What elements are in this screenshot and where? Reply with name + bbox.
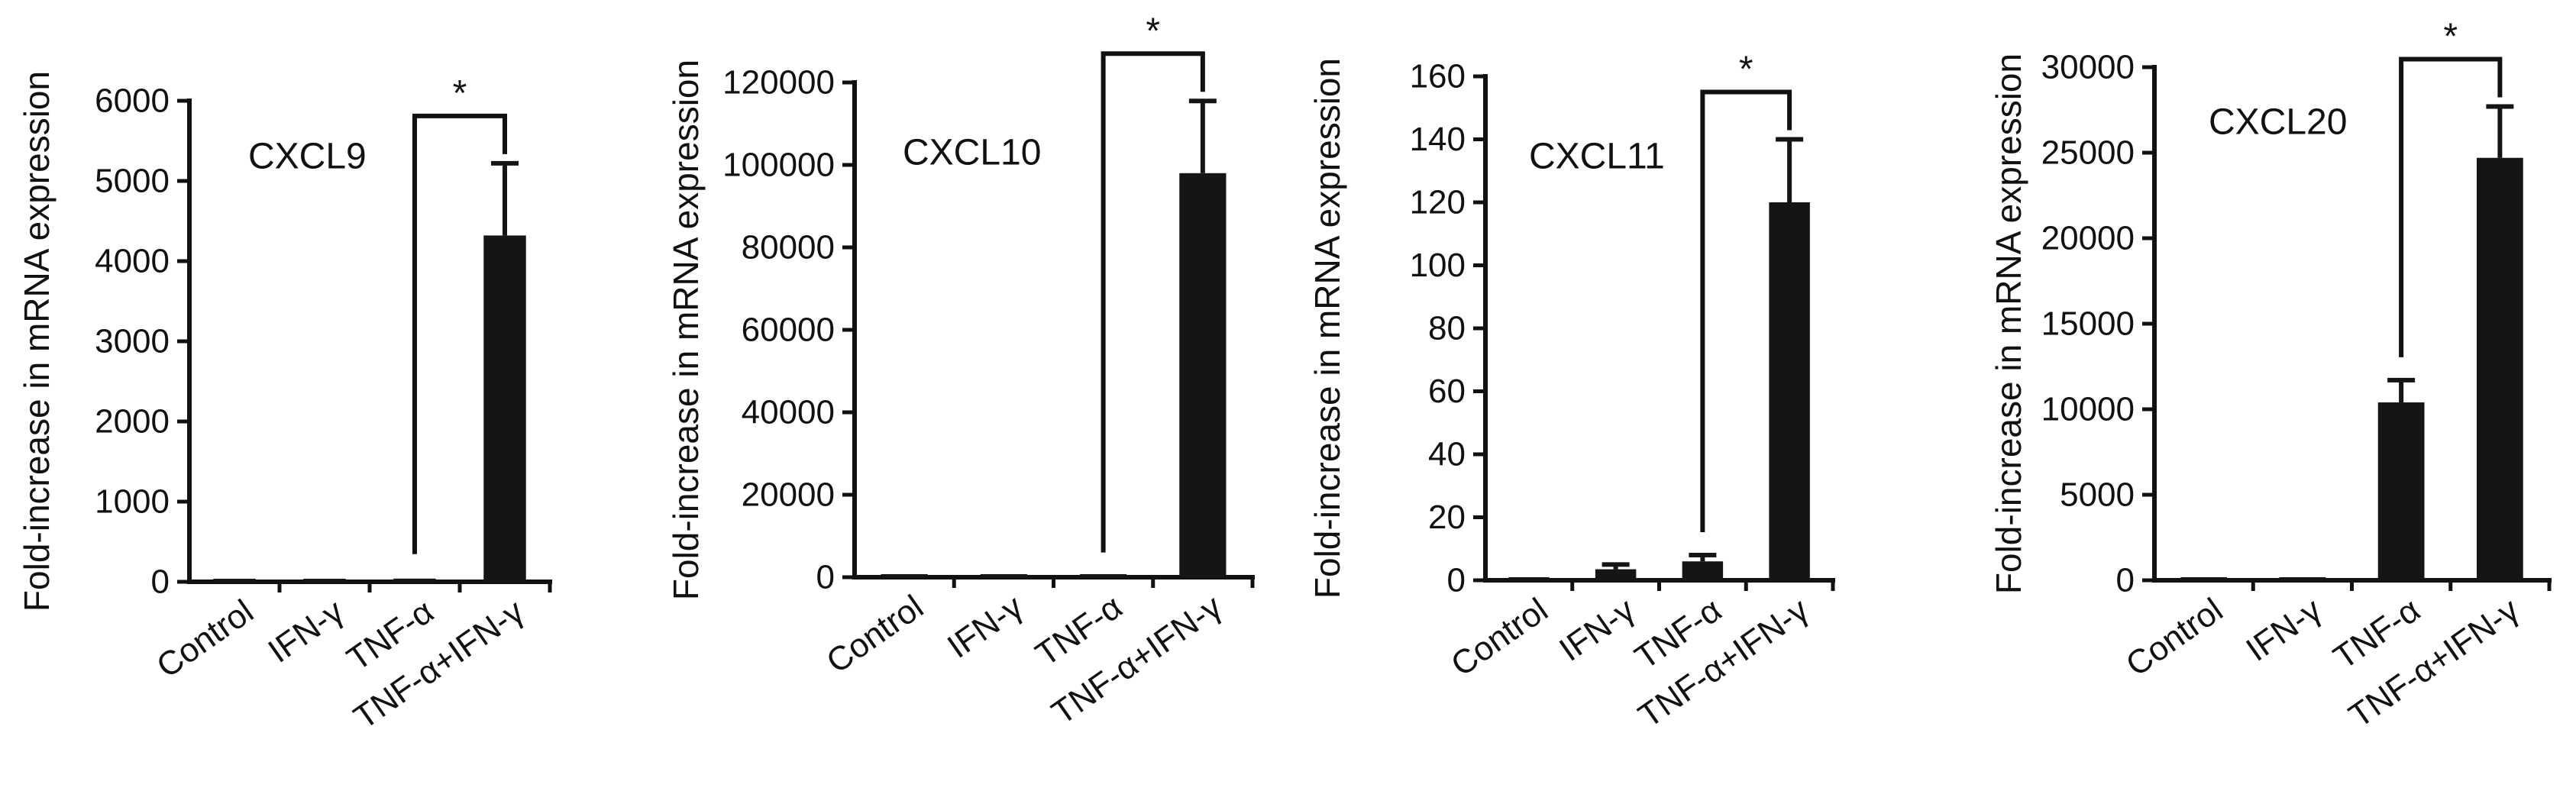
bar bbox=[393, 578, 436, 582]
panel-title: CXCL10 bbox=[903, 133, 1041, 173]
x-category-label: IFN-γ bbox=[1553, 591, 1641, 669]
bar bbox=[1179, 173, 1227, 578]
bar bbox=[2180, 577, 2227, 580]
bar bbox=[483, 235, 526, 582]
y-tick-label: 6000 bbox=[95, 82, 170, 120]
bar bbox=[1508, 577, 1550, 580]
y-tick-label: 120 bbox=[1410, 184, 1466, 221]
y-tick-label: 25000 bbox=[2041, 134, 2135, 172]
y-tick-label: 20 bbox=[1428, 499, 1466, 536]
significance-star: * bbox=[1146, 11, 1160, 51]
y-tick-label: 100 bbox=[1410, 247, 1466, 284]
bar bbox=[1769, 202, 1810, 580]
chart-panel-1: Fold-increase in mRNA expression 0 1000 200… bbox=[17, 71, 552, 737]
x-category-label: Control bbox=[820, 588, 930, 680]
y-tick-label: 20000 bbox=[742, 476, 835, 514]
y-axis-label: Fold-increase in mRNA expression bbox=[666, 60, 706, 600]
significance-bracket bbox=[2399, 56, 2503, 357]
y-tick-label: 0 bbox=[816, 559, 835, 596]
y-tick-label: 120000 bbox=[722, 64, 835, 102]
y-tick-label: 10000 bbox=[2041, 391, 2135, 428]
y-axis-label: Fold-increase in mRNA expression bbox=[17, 71, 57, 612]
panels: Fold-increase in mRNA expression 01000200… bbox=[17, 11, 2552, 737]
y-tick-label: 15000 bbox=[2041, 305, 2135, 343]
y-axis-label: Fold-increase in mRNA expression bbox=[1989, 53, 2028, 594]
chart-panel-3: Fold-increase in mRNA expression 0 20 40 60 8… bbox=[1307, 50, 1835, 735]
bar bbox=[213, 579, 256, 582]
panel-title: CXCL9 bbox=[248, 137, 367, 177]
y-tick-label: 5000 bbox=[2060, 476, 2135, 514]
x-category-label: TNF-α+IFN-γ bbox=[1045, 588, 1228, 732]
bar bbox=[980, 574, 1027, 577]
bar bbox=[1682, 561, 1724, 580]
bar bbox=[2377, 402, 2425, 580]
y-tick-label: 40 bbox=[1428, 436, 1466, 473]
bar bbox=[2279, 577, 2326, 580]
chart-panel-4: Fold-increase in mRNA expression 0 5000 100… bbox=[1989, 17, 2552, 735]
bar bbox=[303, 579, 346, 582]
x-category-label: TNF-α+IFN-γ bbox=[2342, 591, 2526, 735]
y-tick-label: 80 bbox=[1428, 310, 1466, 347]
y-tick-label: 80000 bbox=[742, 229, 835, 266]
significance-bracket bbox=[412, 113, 507, 554]
x-category-label: IFN-γ bbox=[262, 592, 351, 670]
y-tick-label: 60000 bbox=[742, 312, 835, 349]
significance-star: * bbox=[2443, 17, 2458, 57]
significance-star: * bbox=[1739, 50, 1753, 90]
y-tick-label: 100000 bbox=[722, 147, 835, 184]
panel-title: CXCL20 bbox=[2209, 102, 2347, 143]
y-tick-label: 2000 bbox=[95, 403, 170, 441]
bar bbox=[2477, 157, 2523, 581]
y-tick-label: 5000 bbox=[95, 163, 170, 200]
y-axis-label: Fold-increase in mRNA expression bbox=[1307, 58, 1347, 599]
x-category-label: IFN-γ bbox=[941, 588, 1029, 666]
panel-title: CXCL11 bbox=[1529, 137, 1665, 177]
y-tick-label: 1000 bbox=[95, 483, 170, 521]
significance-bracket bbox=[1700, 89, 1792, 532]
y-tick-label: 3000 bbox=[95, 323, 170, 360]
y-tick-label: 30000 bbox=[2041, 49, 2135, 86]
x-category-label: Control bbox=[1444, 591, 1554, 683]
bar bbox=[1595, 569, 1637, 580]
y-tick-label: 40000 bbox=[742, 394, 835, 431]
chart-panel-2: Fold-increase in mRNA expression 0 20000 40… bbox=[666, 11, 1255, 732]
y-tick-label: 60 bbox=[1428, 373, 1466, 410]
x-category-label: Control bbox=[150, 592, 260, 685]
y-tick-label: 4000 bbox=[95, 243, 170, 280]
bar bbox=[1080, 574, 1127, 577]
y-tick-label: 0 bbox=[2116, 562, 2135, 599]
y-tick-label: 20000 bbox=[2041, 220, 2135, 257]
y-tick-label: 140 bbox=[1410, 121, 1466, 158]
y-tick-label: 0 bbox=[151, 563, 170, 601]
bar bbox=[881, 574, 928, 577]
x-category-label: IFN-γ bbox=[2239, 591, 2328, 669]
x-category-label: Control bbox=[2119, 591, 2229, 683]
significance-star: * bbox=[453, 73, 467, 114]
y-tick-label: 160 bbox=[1410, 58, 1466, 95]
y-tick-label: 0 bbox=[1447, 562, 1466, 599]
significance-bracket bbox=[1101, 51, 1205, 553]
